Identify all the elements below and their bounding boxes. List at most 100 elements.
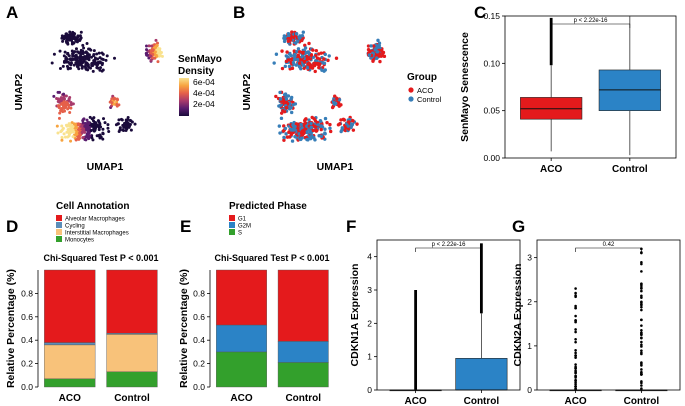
- umap-b-point: [319, 127, 323, 132]
- umap-a-point: [69, 101, 73, 105]
- category-label: Control: [464, 396, 500, 406]
- outlier-point: [574, 356, 577, 359]
- p-value-label: p < 2.22e-16: [432, 242, 467, 248]
- umap-a-point: [85, 118, 89, 122]
- umap-b-point: [299, 122, 303, 127]
- legend-label: Cycling: [65, 224, 85, 230]
- umap-b-point: [296, 47, 301, 51]
- umap-b-point: [281, 108, 285, 113]
- umap-b-point: [285, 50, 289, 54]
- umap-a-xlabel: UMAP1: [87, 161, 124, 173]
- umap-a-point: [102, 117, 106, 121]
- umap-b-point: [325, 120, 329, 125]
- umap-a-point: [52, 52, 56, 56]
- umap-b-point: [309, 53, 314, 58]
- umap-b-point: [339, 129, 343, 134]
- umap-a-point: [60, 34, 64, 38]
- box-aco: [389, 290, 442, 392]
- umap-a-point: [52, 94, 56, 98]
- bar-segment: [44, 269, 96, 343]
- umap-a-point: [87, 121, 91, 125]
- umap-a-point: [74, 126, 78, 130]
- umap-a-point: [128, 122, 132, 126]
- umap-b-point: [319, 51, 323, 55]
- umap-b-point: [277, 124, 282, 128]
- outlier-point: [574, 337, 577, 341]
- umap-a-point: [57, 97, 61, 101]
- umap-b-point: [282, 39, 287, 44]
- umap-b-point: [278, 97, 283, 101]
- y-tick-label: 2: [527, 297, 532, 307]
- outlier-point: [574, 328, 577, 331]
- umap-a-point: [98, 68, 102, 72]
- umap-a-point: [59, 99, 63, 103]
- outlier-point: [574, 330, 577, 334]
- umap-a-point: [71, 135, 75, 139]
- umap-a-point: [67, 132, 71, 136]
- umap-b-point: [299, 137, 303, 142]
- umap-a-point: [97, 124, 101, 128]
- umap-b-point: [299, 67, 303, 71]
- umap-a-point: [82, 46, 86, 50]
- y-tick-label: 0.0: [21, 382, 33, 392]
- outlier-point: [574, 287, 577, 290]
- umap-b-point: [278, 103, 283, 108]
- umap-a-point: [113, 97, 117, 101]
- umap-a-point: [56, 90, 60, 94]
- outlier-point: [640, 384, 643, 387]
- umap-a-point: [113, 56, 117, 60]
- umap-b-point: [335, 96, 339, 101]
- stacked-bar-control: [106, 269, 158, 388]
- umap-b-point: [309, 121, 313, 126]
- umap-b-point: [286, 39, 291, 44]
- umap-a-point: [117, 130, 121, 134]
- umap-a-point: [58, 49, 62, 53]
- category-label: Control: [624, 396, 660, 406]
- umap-a-point: [69, 128, 73, 132]
- umap-a-point: [61, 39, 65, 43]
- umap-a-point: [115, 100, 119, 104]
- y-tick-label: 0.2: [21, 359, 33, 369]
- outlier-point: [640, 373, 643, 376]
- umap-b-point: [281, 98, 285, 103]
- umap-a-point: [68, 110, 72, 114]
- outlier-point: [640, 251, 643, 254]
- umap-b-point: [306, 62, 310, 66]
- umap-a-point: [144, 44, 148, 48]
- umap-b-point: [312, 61, 316, 66]
- y-tick-label: 4: [367, 252, 372, 262]
- umap-a-point: [129, 119, 133, 123]
- legend-title-d: Cell Annotation: [56, 201, 130, 212]
- umap-a-point: [150, 44, 154, 48]
- umap-b-point: [290, 139, 295, 143]
- umap-a-point: [69, 103, 73, 107]
- y-tick-label: 0.00: [483, 153, 500, 163]
- outlier-point: [574, 385, 577, 388]
- umap-a-point: [57, 116, 61, 120]
- umap-a-point: [59, 109, 63, 113]
- umap-b-point: [376, 53, 380, 57]
- umap-a-point: [64, 39, 68, 43]
- umap-a-point: [126, 118, 130, 122]
- umap-b-point: [309, 125, 313, 130]
- outlier-point: [640, 287, 643, 290]
- y-tick-label: 0.4: [21, 335, 33, 345]
- umap-a-point: [87, 65, 91, 69]
- umap-b-point: [293, 52, 297, 57]
- umap-a-point: [104, 58, 108, 62]
- umap-b-point: [303, 46, 308, 50]
- umap-b-point: [283, 126, 288, 131]
- umap-b-point: [323, 131, 327, 135]
- umap-a-point: [90, 61, 94, 65]
- stacked-bar-aco: [44, 269, 96, 388]
- panel-letter-a: A: [6, 3, 18, 22]
- umap-b-point: [371, 58, 375, 63]
- umap-b-point: [301, 51, 305, 55]
- umap-b-point: [371, 44, 376, 48]
- umap-b-point: [378, 59, 382, 64]
- category-label: ACO: [230, 393, 252, 404]
- umap-b-point: [306, 55, 311, 60]
- y-axis-title-d: Relative Percentage (%): [5, 269, 17, 388]
- umap-a-point: [78, 55, 82, 59]
- umap-a-point: [67, 127, 71, 131]
